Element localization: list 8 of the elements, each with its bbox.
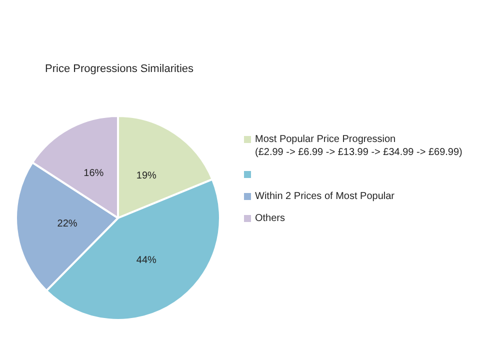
data-label: 44% [136, 255, 157, 266]
data-label: 19% [136, 170, 157, 182]
legend-label: Within 2 Prices of Most Popular [255, 190, 396, 203]
data-label: 22% [57, 218, 78, 230]
legend-label: Most Popular Price Progression (£2.99 -> £6.99 -> £13.99 -> £34.99 -> £69.99) [255, 134, 462, 159]
data-label: 16% [84, 168, 104, 179]
legend-label: Others [255, 212, 286, 225]
chart-title: Price Progressions Similarities [45, 63, 194, 75]
